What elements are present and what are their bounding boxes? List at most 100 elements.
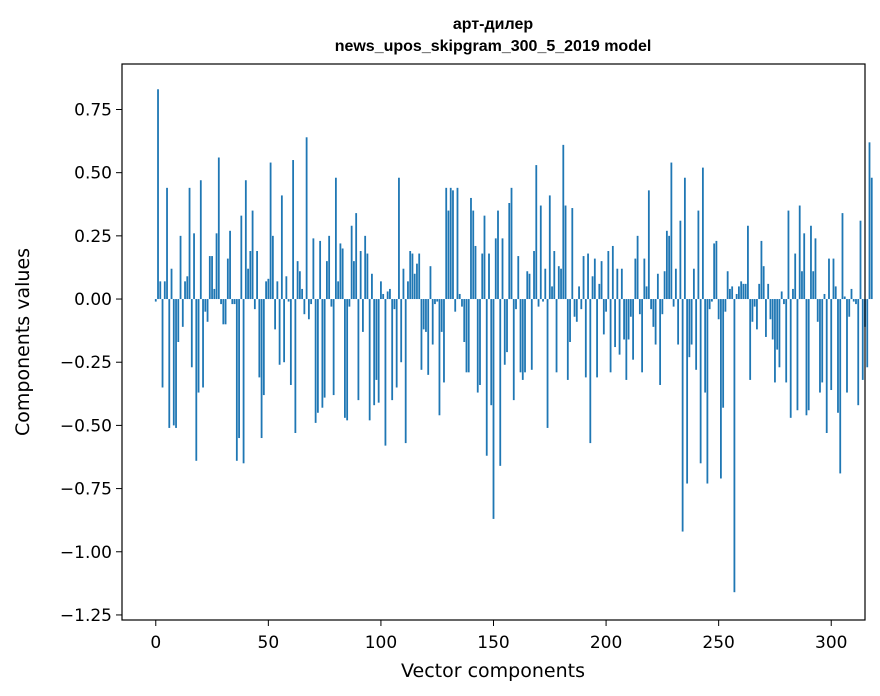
bar-component-275 — [774, 299, 776, 383]
y-axis-label: Components values — [12, 248, 34, 436]
bar-component-311 — [855, 299, 857, 305]
bar-component-127 — [440, 299, 443, 332]
bar-component-318 — [870, 177, 873, 300]
bar-component-271 — [765, 299, 767, 337]
bar-component-306 — [843, 296, 846, 300]
bar-component-106 — [393, 299, 396, 310]
bar-component-132 — [452, 190, 454, 300]
x-tick-label: 150 — [477, 633, 509, 653]
bar-component-299 — [828, 258, 830, 300]
bar-component-22 — [204, 299, 207, 312]
bar-component-189 — [580, 299, 583, 310]
bar-component-248 — [713, 243, 716, 300]
bar-component-58 — [285, 276, 288, 300]
bar-component-279 — [783, 299, 785, 305]
bar-component-4 — [163, 281, 166, 300]
bar-component-265 — [751, 299, 754, 322]
bar-component-66 — [303, 299, 306, 315]
bar-component-33 — [229, 230, 231, 300]
bar-component-54 — [276, 281, 279, 300]
bar-component-49 — [265, 281, 267, 300]
bar-component-262 — [744, 283, 747, 300]
bar-component-35 — [233, 299, 236, 305]
bar-component-62 — [294, 299, 297, 433]
y-tick-label: 0.50 — [74, 164, 112, 184]
x-axis-label: Vector components — [401, 660, 585, 682]
y-tick-label: −0.50 — [60, 416, 112, 436]
bar-component-206 — [618, 299, 621, 355]
bar-component-64 — [298, 271, 301, 300]
bar-component-117 — [418, 253, 421, 300]
bar-component-137 — [463, 299, 466, 342]
bar-component-120 — [425, 299, 427, 332]
bar-component-128 — [443, 299, 445, 383]
bar-component-151 — [494, 238, 497, 300]
bar-component-157 — [508, 203, 511, 300]
bar-component-107 — [395, 299, 398, 388]
bar-component-102 — [384, 299, 387, 446]
bar-component-171 — [539, 205, 542, 300]
bar-component-24 — [208, 256, 211, 300]
bar-component-55 — [278, 299, 281, 365]
bar-component-68 — [307, 299, 310, 320]
bar-component-215 — [638, 299, 641, 315]
bar-component-292 — [812, 271, 815, 300]
bar-component-153 — [499, 299, 502, 466]
bar-component-97 — [373, 299, 376, 406]
bar-component-200 — [605, 299, 607, 312]
bar-component-289 — [805, 299, 808, 416]
bar-component-277 — [778, 299, 781, 368]
bar-component-114 — [411, 253, 414, 300]
bar-component-43 — [251, 210, 254, 300]
bar-component-191 — [584, 299, 587, 378]
x-tick-label: 100 — [365, 633, 397, 653]
bar-component-86 — [348, 299, 351, 307]
bar-component-126 — [438, 299, 441, 416]
bar-component-140 — [470, 197, 472, 300]
bar-component-71 — [314, 299, 317, 423]
bar-component-75 — [323, 299, 326, 398]
bar-component-63 — [296, 261, 299, 300]
bar-component-12 — [181, 299, 184, 327]
bar-component-228 — [668, 235, 671, 300]
bar-component-70 — [312, 238, 315, 300]
bar-component-273 — [769, 299, 772, 320]
bar-component-31 — [224, 299, 227, 325]
bar-component-104 — [389, 288, 391, 300]
bar-component-32 — [226, 258, 229, 300]
bar-component-110 — [402, 268, 405, 300]
bar-component-214 — [636, 235, 639, 300]
bar-component-150 — [492, 299, 495, 519]
y-axis-ticks: −1.25 −1.00 −0.75 −0.50 −0.25 0.00 0.25 0.50 0.7… — [60, 100, 122, 626]
bar-component-83 — [341, 248, 344, 300]
bar-component-217 — [643, 258, 646, 300]
bar-component-135 — [458, 293, 461, 300]
bar-component-19 — [197, 299, 200, 393]
bar-component-142 — [474, 245, 477, 300]
bar-component-197 — [598, 283, 601, 300]
bar-component-37 — [238, 299, 240, 439]
bar-component-302 — [834, 286, 837, 300]
bar-component-87 — [350, 225, 353, 300]
bar-component-60 — [289, 299, 292, 385]
bar-component-95 — [368, 299, 371, 421]
bar-component-173 — [544, 268, 547, 300]
bar-component-11 — [179, 235, 182, 300]
bar-component-285 — [796, 299, 799, 411]
bar-component-231 — [674, 268, 677, 300]
bar-component-119 — [422, 299, 425, 330]
bar-component-199 — [602, 299, 605, 335]
bar-component-224 — [659, 299, 662, 385]
y-tick-label: −1.25 — [60, 606, 112, 626]
bar-component-253 — [724, 299, 727, 312]
bar-component-216 — [641, 299, 643, 373]
bar-component-3 — [161, 299, 164, 388]
bar-component-272 — [767, 283, 770, 300]
bar-component-159 — [512, 299, 515, 401]
bar-component-36 — [235, 299, 238, 461]
bar-component-162 — [519, 299, 522, 373]
bar-component-204 — [614, 299, 616, 348]
bar-component-270 — [762, 266, 765, 300]
x-tick-label: 250 — [702, 633, 734, 653]
